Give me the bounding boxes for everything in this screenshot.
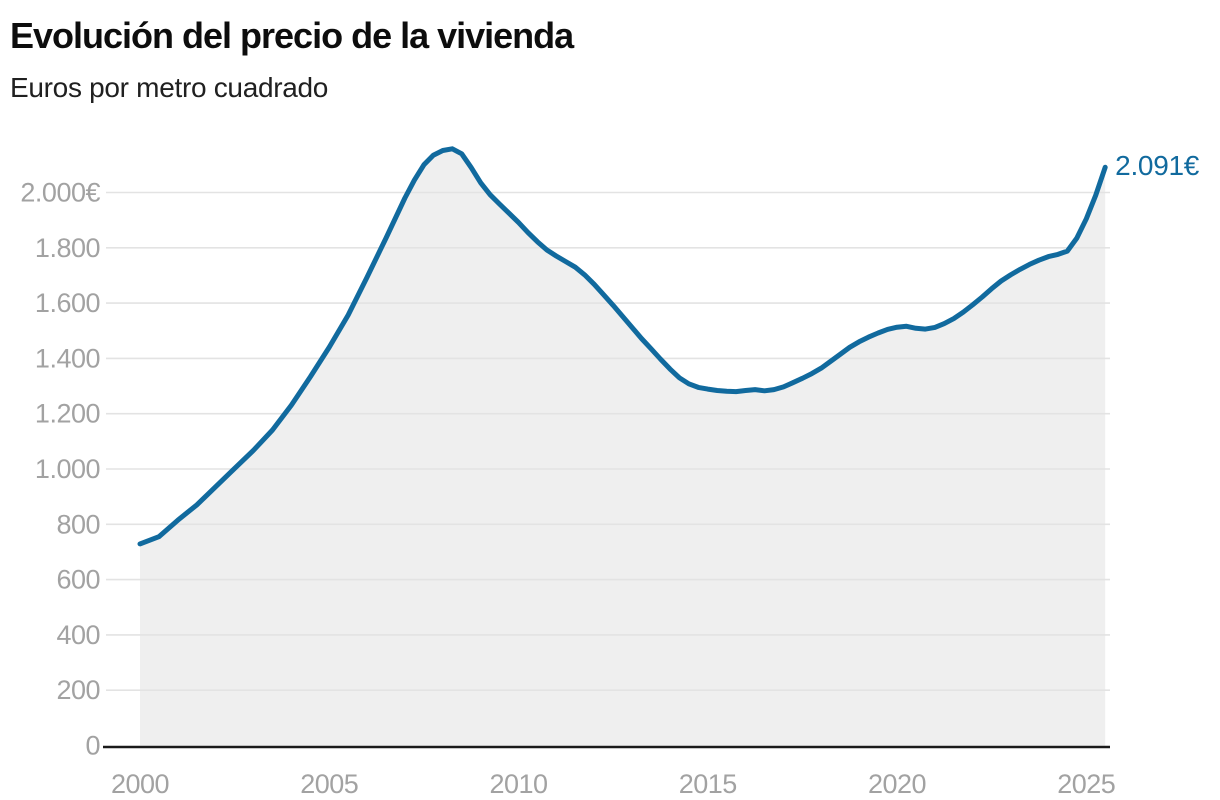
chart-title: Evolución del precio de la vivienda <box>10 15 574 56</box>
y-axis-tick-label: 1.200 <box>35 399 100 429</box>
x-axis-tick-label: 2020 <box>868 769 926 799</box>
y-axis-tick-label: 1.400 <box>35 343 100 373</box>
x-axis-tick-label: 2005 <box>300 769 358 799</box>
area-fill <box>140 148 1106 746</box>
y-axis-tick-label: 200 <box>56 675 100 705</box>
latest-value-annotation: 2.091€ <box>1115 150 1200 182</box>
y-axis-tick-label: 1.000 <box>35 454 100 484</box>
x-axis-tick-label: 2000 <box>111 769 169 799</box>
y-axis-tick-label: 2.000€ <box>20 178 100 208</box>
x-axis-tick-label: 2010 <box>489 769 547 799</box>
y-axis-tick-label: 0 <box>85 731 100 761</box>
y-axis-tick-label: 800 <box>56 509 100 539</box>
price-line <box>137 146 1108 547</box>
y-axis-tick-label: 600 <box>56 565 100 595</box>
x-axis-tick-label: 2025 <box>1057 769 1115 799</box>
chart-subtitle: Euros por metro cuadrado <box>10 72 329 103</box>
x-axis-tick-label: 2015 <box>679 769 737 799</box>
y-axis-tick-label: 1.600 <box>35 288 100 318</box>
y-axis-tick-label: 1.800 <box>35 233 100 263</box>
y-axis-tick-label: 400 <box>56 620 100 650</box>
